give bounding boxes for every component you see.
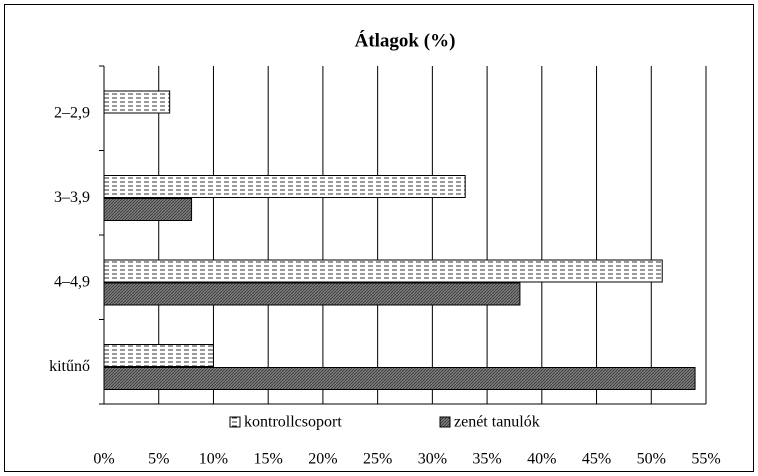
legend-swatch: [229, 416, 241, 428]
x-tick-label: 25%: [363, 451, 392, 468]
bar: [103, 282, 521, 306]
chart-border: [4, 4, 754, 472]
x-tick-label: 5%: [148, 451, 169, 468]
y-tick-label: kitűnő: [49, 358, 90, 375]
chart-title: Átlagok (%): [355, 29, 456, 51]
bar: [103, 198, 193, 221]
x-tick-label: 15%: [254, 451, 283, 468]
bar: [103, 90, 171, 114]
x-tick-label: 50%: [637, 451, 666, 468]
x-tick-label: 40%: [527, 451, 556, 468]
x-tick-label: 35%: [472, 451, 501, 468]
y-tick-label: 2–2,9: [54, 105, 90, 122]
bar: [103, 175, 466, 198]
x-tick-label: 30%: [418, 451, 447, 468]
legend-label: kontrollcsoport: [244, 414, 342, 431]
y-tick-label: 4–4,9: [54, 274, 90, 291]
x-tick-label: 45%: [582, 451, 611, 468]
x-tick-label: 20%: [308, 451, 337, 468]
legend-swatch: [439, 416, 451, 428]
bar: [103, 344, 214, 367]
bar: [103, 367, 696, 390]
y-tick-label: 3–3,9: [54, 189, 90, 206]
x-tick-label: 0%: [93, 451, 114, 468]
x-tick-label: 10%: [199, 451, 228, 468]
legend-label: zenét tanulók: [454, 414, 540, 431]
x-tick-label: 55%: [691, 451, 720, 468]
bar: [103, 259, 663, 283]
